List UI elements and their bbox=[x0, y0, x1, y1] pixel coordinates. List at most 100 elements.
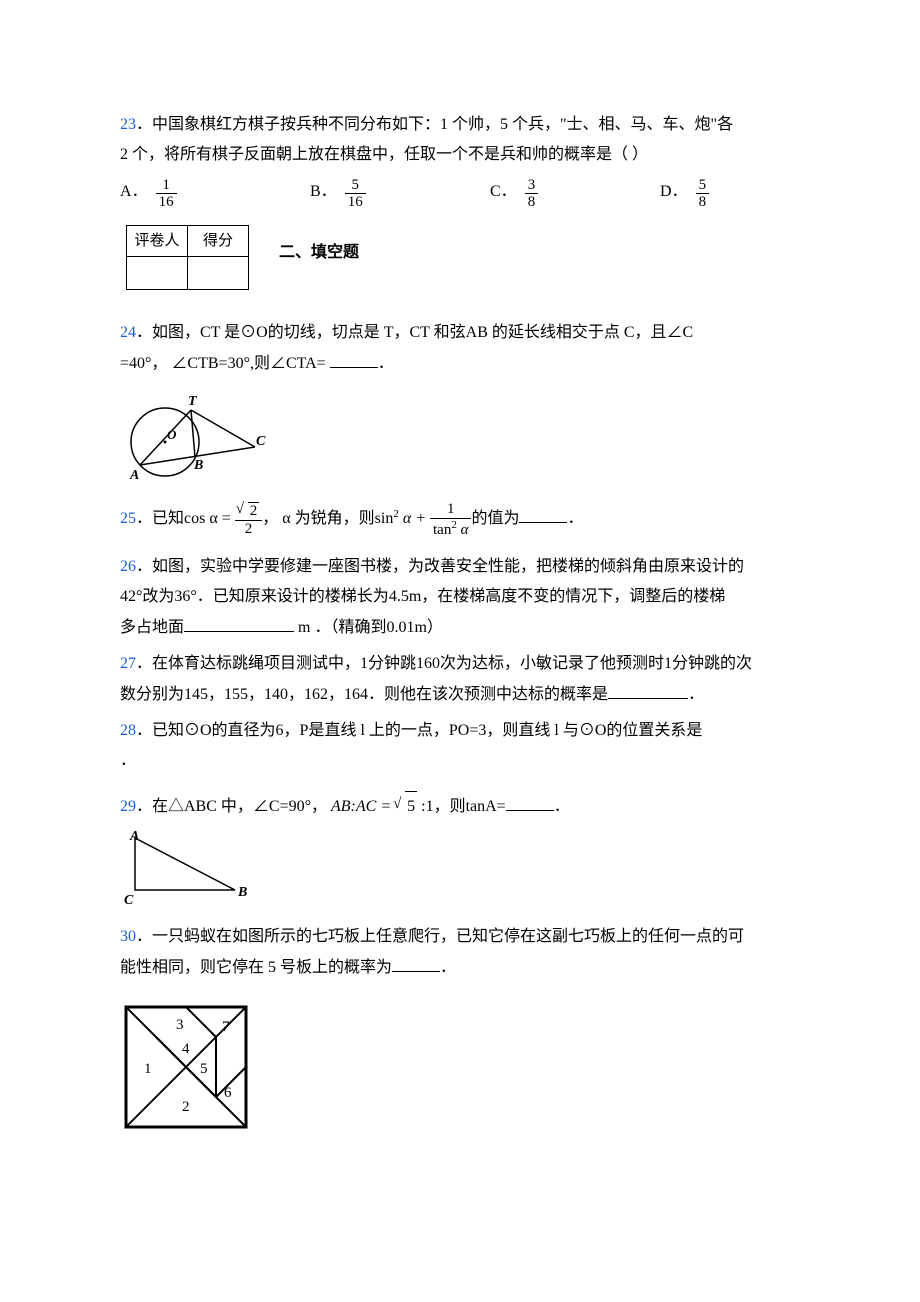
question-23: 23．中国象棋红方棋子按兵种不同分布如下：1 个帅，5 个兵，"士、相、马、车、… bbox=[120, 110, 800, 211]
q28-line1: 28．已知⊙O的直径为6，P是直线 l 上的一点，PO=3，则直线 l 与⊙O的… bbox=[120, 716, 800, 746]
right-triangle-icon: A B C bbox=[120, 830, 250, 908]
tangram-3: 3 bbox=[176, 1017, 184, 1033]
q23-text-a: ．中国象棋红方棋子按兵种不同分布如下：1 个帅，5 个兵，"士、相、马、车、炮"… bbox=[136, 116, 733, 133]
tangram-4: 4 bbox=[182, 1041, 190, 1057]
blank-field bbox=[330, 351, 378, 368]
q27-text2a: 数分别为145，155，140，162，164．则他在该次预测中达标的概率是 bbox=[120, 686, 608, 703]
score-header-score: 得分 bbox=[188, 225, 249, 257]
q26-line2: 42°改为36°．已知原来设计的楼梯长为4.5m，在楼梯高度不变的情况下，调整后… bbox=[120, 582, 800, 612]
q25-alpha1: α + bbox=[399, 510, 426, 527]
q26-val001: 0.01m bbox=[386, 619, 426, 636]
label-T: T bbox=[188, 394, 198, 409]
q29-number: 29 bbox=[120, 798, 136, 815]
option-c-label: C． bbox=[490, 177, 517, 207]
q23-option-b: B． 516 bbox=[310, 177, 490, 211]
tangram-5: 5 bbox=[200, 1061, 208, 1077]
q27-dot: ． bbox=[688, 686, 704, 703]
q24-figure: T O C B A bbox=[120, 387, 800, 487]
question-29: 29．在△ABC 中，∠C=90°， AB:AC = 5 :1，则tanA=． … bbox=[120, 791, 800, 908]
blank-field bbox=[506, 794, 554, 811]
score-table: 评卷人得分 bbox=[126, 225, 249, 291]
q30-number: 30 bbox=[120, 928, 136, 945]
q23-number: 23 bbox=[120, 116, 136, 133]
label-C: C bbox=[256, 434, 266, 449]
circle-tangent-diagram-icon: T O C B A bbox=[120, 387, 270, 487]
q25-dot: ． bbox=[567, 510, 583, 527]
q23-line1: 23．中国象棋红方棋子按兵种不同分布如下：1 个帅，5 个兵，"士、相、马、车、… bbox=[120, 110, 800, 140]
question-26: 26．如图，实验中学要修建一座图书楼，为改善安全性能，把楼梯的倾斜角由原来设计的… bbox=[120, 552, 800, 643]
section-2-title: 二、填空题 bbox=[279, 238, 359, 268]
fraction-1-over-tan2a: 1 tan2 α bbox=[430, 501, 471, 538]
q26-text2a: 42°改为36°．已知原来设计的楼梯长为 bbox=[120, 588, 389, 605]
tangram-7: 7 bbox=[222, 1019, 230, 1035]
q30-figure: 1 2 3 4 5 6 7 bbox=[120, 1001, 800, 1133]
q24-text2a: =40°， ∠CTB=30°,则∠CTA= bbox=[120, 355, 330, 372]
q29-pre: ．在△ABC 中，∠C=90°， bbox=[136, 798, 331, 815]
score-header-reviewer: 评卷人 bbox=[127, 225, 188, 257]
q30-text2a: 能性相同，则它停在 5 号板上的概率为 bbox=[120, 959, 392, 976]
q23-option-d: D． 58 bbox=[660, 177, 709, 211]
tangram-1: 1 bbox=[144, 1061, 152, 1077]
question-27: 27．在体育达标跳绳项目测试中，1分钟跳160次为达标，小敏记录了他预测时1分钟… bbox=[120, 649, 800, 710]
q23-option-c: C． 38 bbox=[490, 177, 660, 211]
blank-field bbox=[392, 955, 440, 972]
q26-text3a: 多占地面 bbox=[120, 619, 184, 636]
q30-text1: ．一只蚂蚁在如图所示的七巧板上任意爬行，已知它停在这副七巧板上的任何一点的可 bbox=[136, 928, 744, 945]
q25-sin: sin bbox=[375, 510, 394, 527]
fraction-icon: 116 bbox=[156, 177, 177, 211]
q27-line1: 27．在体育达标跳绳项目测试中，1分钟跳160次为达标，小敏记录了他预测时1分钟… bbox=[120, 649, 800, 679]
label-B: B bbox=[193, 458, 203, 473]
q26-text3b: m ．（精确到 bbox=[298, 619, 386, 636]
q29-postratio: :1 bbox=[417, 798, 433, 815]
option-d-label: D． bbox=[660, 177, 688, 207]
q29-post: ，则tanA= bbox=[434, 798, 506, 815]
q28-line2: ． bbox=[120, 746, 800, 776]
tangram-2: 2 bbox=[182, 1099, 190, 1115]
q26-text2c: ，在楼梯高度不变的情况下，调整后的楼梯 bbox=[421, 588, 725, 605]
label-C: C bbox=[124, 893, 134, 908]
q29-ratio: AB:AC = bbox=[331, 798, 395, 815]
q24-text1: ．如图，CT 是⊙O的切线，切点是 T，CT 和弦AB 的延长线相交于点 C，且… bbox=[136, 324, 693, 341]
q25-pre: ．已知 bbox=[136, 510, 184, 527]
label-B: B bbox=[237, 885, 247, 900]
q23-line2: 2 个，将所有棋子反面朝上放在棋盘中，任取一个不是兵和帅的概率是（ ） bbox=[120, 140, 800, 170]
q26-text1: ．如图，实验中学要修建一座图书楼，为改善安全性能，把楼梯的倾斜角由原来设计的 bbox=[136, 558, 744, 575]
q29-figure: A B C bbox=[120, 830, 800, 908]
q25-cos: cos α = bbox=[184, 510, 231, 527]
option-b-label: B． bbox=[310, 177, 337, 207]
fraction-icon: 38 bbox=[525, 177, 539, 211]
question-24: 24．如图，CT 是⊙O的切线，切点是 T，CT 和弦AB 的延长线相交于点 C… bbox=[120, 318, 800, 487]
fraction-sqrt2-over-2: 2 2 bbox=[235, 502, 263, 537]
score-cell-reviewer bbox=[127, 257, 188, 290]
question-25: 25．已知cos α = 2 2 ， α 为锐角，则sin2 α + 1 tan… bbox=[120, 501, 800, 538]
blank-field bbox=[608, 682, 688, 699]
q26-text3d: ） bbox=[427, 619, 443, 636]
section-2-header-row: 评卷人得分 二、填空题 bbox=[120, 217, 800, 291]
fraction-icon: 516 bbox=[345, 177, 366, 211]
blank-field bbox=[519, 506, 567, 523]
q29-line: 29．在△ABC 中，∠C=90°， AB:AC = 5 :1，则tanA=． bbox=[120, 791, 800, 822]
q30-line2: 能性相同，则它停在 5 号板上的概率为 ． bbox=[120, 953, 800, 983]
q26-val45: 4.5m bbox=[389, 588, 421, 605]
q27-number: 27 bbox=[120, 655, 136, 672]
score-cell-score bbox=[188, 257, 249, 290]
q26-line1: 26．如图，实验中学要修建一座图书楼，为改善安全性能，把楼梯的倾斜角由原来设计的 bbox=[120, 552, 800, 582]
question-30: 30．一只蚂蚁在如图所示的七巧板上任意爬行，已知它停在这副七巧板上的任何一点的可… bbox=[120, 922, 800, 1133]
q28-number: 28 bbox=[120, 722, 136, 739]
q30-dot: ． bbox=[440, 959, 456, 976]
fraction-icon: 58 bbox=[696, 177, 710, 211]
label-O: O bbox=[167, 427, 177, 442]
tangram-icon: 1 2 3 4 5 6 7 bbox=[120, 1001, 252, 1133]
q27-line2: 数分别为145，155，140，162，164．则他在该次预测中达标的概率是 ． bbox=[120, 680, 800, 710]
label-A: A bbox=[129, 830, 139, 844]
option-a-label: A． bbox=[120, 177, 148, 207]
q24-number: 24 bbox=[120, 324, 136, 341]
sqrt5-icon: 5 bbox=[395, 791, 417, 822]
q23-option-a: A． 116 bbox=[120, 177, 310, 211]
q25-mid: ， α 为锐角，则 bbox=[262, 510, 374, 527]
q28-text1: ．已知⊙O的直径为6，P是直线 l 上的一点，PO=3，则直线 l 与⊙O的位置… bbox=[136, 722, 702, 739]
q27-text1: ．在体育达标跳绳项目测试中，1分钟跳160次为达标，小敏记录了他预测时1分钟跳的… bbox=[136, 655, 752, 672]
q24-dot: ． bbox=[378, 355, 394, 372]
tangram-6: 6 bbox=[224, 1085, 232, 1101]
label-A: A bbox=[129, 468, 139, 483]
